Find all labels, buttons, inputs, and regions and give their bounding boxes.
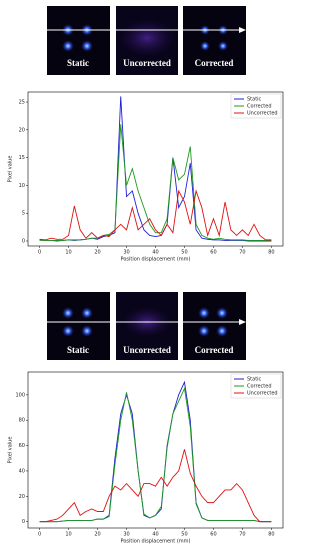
- y-axis-label: Pixel value: [8, 156, 14, 183]
- x-tick-label: 30: [123, 250, 129, 256]
- y-tick-label: 80: [19, 418, 25, 424]
- series-line: [39, 189, 272, 241]
- x-tick-label: 40: [152, 532, 158, 538]
- panel-label: Uncorrected: [123, 345, 171, 355]
- x-tick-label: 30: [123, 532, 129, 538]
- y-tick-label: 0: [22, 238, 25, 244]
- x-axis-label: Position displacement (mm): [121, 539, 191, 545]
- bottom-images: Static Uncorrected Corrected: [47, 292, 246, 360]
- legend-label: Uncorrected: [247, 391, 278, 397]
- x-tick-label: 10: [65, 250, 71, 256]
- x-tick-label: 10: [65, 532, 71, 538]
- x-tick-label: 60: [210, 250, 216, 256]
- y-tick-label: 20: [19, 127, 25, 133]
- y-axis-label: Pixel value: [8, 437, 14, 464]
- x-tick-label: 80: [268, 250, 274, 256]
- x-tick-label: 50: [181, 532, 187, 538]
- panel-label: Uncorrected: [123, 58, 171, 68]
- series-line: [39, 380, 272, 523]
- y-tick-label: 100: [15, 392, 25, 398]
- y-tick-label: 20: [19, 494, 25, 500]
- panel-label: Corrected: [195, 58, 234, 68]
- x-tick-label: 70: [239, 250, 245, 256]
- y-tick-label: 10: [19, 183, 25, 189]
- series-line: [39, 449, 272, 523]
- legend-label: Static: [247, 377, 262, 383]
- series-line: [39, 386, 272, 523]
- x-tick-label: 60: [210, 532, 216, 538]
- y-tick-label: 5: [22, 211, 25, 217]
- top-images: Static Uncorrected Corrected: [47, 6, 246, 75]
- figure: Static Uncorrected Corrected Static Unco…: [8, 6, 284, 545]
- series-line: [39, 124, 272, 241]
- y-tick-label: 15: [19, 155, 25, 161]
- y-tick-label: 0: [22, 519, 25, 525]
- x-tick-label: 0: [38, 250, 41, 256]
- x-axis-label: Position displacement (mm): [121, 257, 191, 263]
- x-tick-label: 80: [268, 532, 274, 538]
- legend-label: Corrected: [247, 384, 272, 390]
- x-tick-label: 70: [239, 532, 245, 538]
- x-tick-label: 20: [94, 250, 100, 256]
- y-tick-label: 25: [19, 100, 25, 106]
- x-tick-label: 50: [181, 250, 187, 256]
- x-tick-label: 0: [38, 532, 41, 538]
- legend-label: Uncorrected: [247, 111, 278, 117]
- panel-label: Static: [67, 58, 89, 68]
- legend-label: Corrected: [247, 104, 272, 110]
- y-tick-label: 60: [19, 443, 25, 449]
- y-tick-label: 40: [19, 468, 25, 474]
- panel-label: Static: [67, 345, 89, 355]
- x-tick-label: 20: [94, 532, 100, 538]
- x-tick-label: 40: [152, 250, 158, 256]
- legend-label: Static: [247, 97, 262, 103]
- panel-label: Corrected: [195, 345, 234, 355]
